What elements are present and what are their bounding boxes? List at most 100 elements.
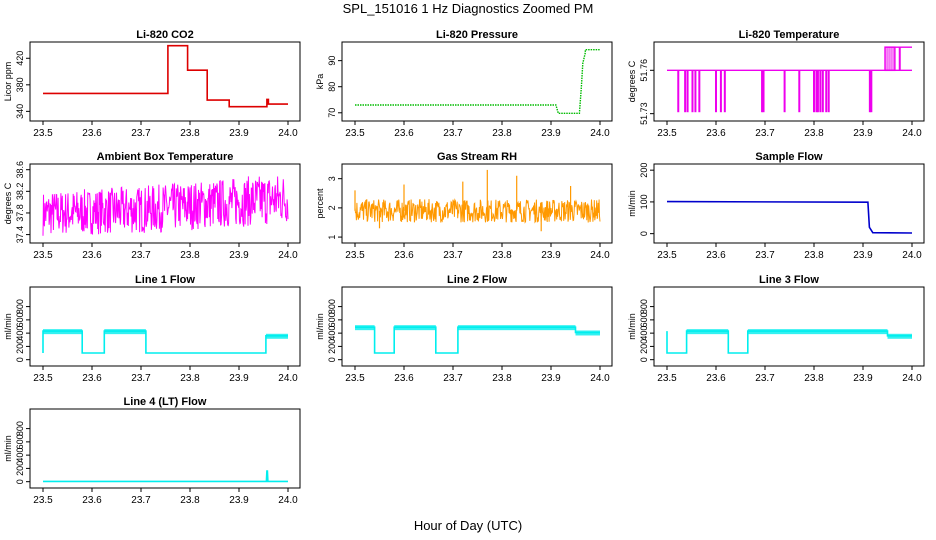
x-tick-label: 23.8 — [492, 250, 512, 261]
x-tick-label: 23.8 — [180, 250, 200, 261]
chart-title: Ambient Box Temperature — [97, 151, 234, 163]
x-tick-label: 23.9 — [853, 128, 873, 139]
plot-frame — [341, 286, 613, 367]
series-line — [354, 198, 601, 224]
x-tick-label: 23.9 — [229, 128, 249, 139]
y-tick-label: 200 — [639, 339, 649, 354]
y-tick-label: 200 — [327, 339, 337, 354]
x-tick-label: 23.7 — [131, 373, 151, 384]
chart-title: Line 2 Flow — [447, 274, 507, 286]
chart-panel: Line 3 Flow 23.5 23.6 23.7 23.8 23.9 24.0 0 2004… — [627, 274, 925, 384]
series-band — [887, 333, 912, 339]
figure-x-axis-label: Hour of Day (UTC) — [413, 518, 523, 533]
x-tick-label: 23.6 — [82, 128, 102, 139]
series-band — [355, 325, 375, 331]
x-tick-label: 23.7 — [755, 128, 775, 139]
plot-frame — [341, 163, 613, 244]
y-tick-label: 90 — [327, 56, 337, 66]
series-line — [42, 330, 288, 354]
y-tick-label: 0 — [15, 479, 25, 484]
y-tick-label: 400 — [327, 326, 337, 341]
x-tick-label: 23.7 — [131, 495, 151, 506]
y-tick-label: 600 — [15, 434, 25, 449]
series-band — [686, 329, 729, 335]
x-tick-label: 23.7 — [755, 250, 775, 261]
chart-panel: Line 4 (LT) Flow 23.5 23.6 23.7 23.8 23.9 24.0… — [3, 396, 301, 506]
chart-panel: Ambient Box Temperature 23.5 23.6 23.7 23.8 2… — [3, 151, 301, 261]
x-tick-label: 23.9 — [541, 373, 561, 384]
y-tick-label: 51.73 — [639, 102, 649, 125]
x-tick-label: 23.5 — [345, 250, 365, 261]
y-tick-label: 80 — [327, 82, 337, 92]
y-axis-label: Licor ppm — [3, 62, 13, 102]
x-tick-label: 23.5 — [33, 495, 53, 506]
series-band — [265, 333, 288, 339]
x-tick-label: 23.5 — [345, 128, 365, 139]
x-tick-label: 23.7 — [443, 250, 463, 261]
plot-area — [666, 200, 913, 234]
x-tick-label: 24.0 — [278, 250, 298, 261]
x-tick-label: 23.8 — [804, 373, 824, 384]
chart-panel: Line 1 Flow 23.5 23.6 23.7 23.8 23.9 24.0 0 2004… — [3, 274, 301, 384]
x-tick-label: 24.0 — [278, 128, 298, 139]
series-band — [747, 329, 888, 335]
x-tick-label: 23.8 — [492, 128, 512, 139]
y-tick-label: 600 — [327, 312, 337, 327]
y-tick-label: 420 — [15, 51, 25, 66]
y-axis-label: ml/min — [315, 313, 325, 340]
x-tick-label: 23.9 — [229, 373, 249, 384]
x-tick-label: 23.6 — [706, 128, 726, 139]
y-axis-label: degrees C — [627, 60, 637, 102]
x-tick-label: 23.5 — [657, 373, 677, 384]
y-tick-label: 800 — [639, 299, 649, 314]
series-band — [104, 329, 146, 335]
series-line — [43, 470, 288, 483]
x-tick-label: 23.6 — [82, 495, 102, 506]
x-tick-label: 23.6 — [82, 250, 102, 261]
chart-title: Line 1 Flow — [135, 274, 195, 286]
x-tick-label: 23.9 — [853, 250, 873, 261]
x-tick-label: 23.8 — [180, 373, 200, 384]
x-tick-label: 23.8 — [804, 250, 824, 261]
x-tick-label: 23.8 — [804, 128, 824, 139]
y-tick-label: 38.6 — [15, 161, 25, 179]
x-tick-label: 23.9 — [853, 373, 873, 384]
x-tick-label: 23.6 — [394, 373, 414, 384]
plot-frame — [29, 163, 301, 244]
x-tick-label: 23.5 — [33, 128, 53, 139]
figure-title: SPL_151016 1 Hz Diagnostics Zoomed PM — [342, 1, 594, 16]
y-axis-label: kPa — [315, 74, 325, 90]
x-tick-label: 24.0 — [902, 373, 922, 384]
x-tick-label: 24.0 — [902, 128, 922, 139]
y-tick-label: 200 — [15, 461, 25, 476]
chart-title: Line 4 (LT) Flow — [124, 396, 207, 408]
x-tick-label: 23.5 — [345, 373, 365, 384]
x-tick-label: 23.9 — [541, 128, 561, 139]
plot-frame — [653, 286, 925, 367]
series-line — [43, 44, 288, 108]
y-tick-label: 200 — [15, 339, 25, 354]
chart-panel: Sample Flow 23.5 23.6 23.7 23.8 23.9 24.0 0 100 2… — [627, 151, 925, 261]
y-tick-label: 1 — [327, 235, 337, 240]
chart-title: Gas Stream RH — [437, 151, 517, 163]
x-tick-label: 23.5 — [657, 128, 677, 139]
y-tick-label: 37.4 — [15, 226, 25, 244]
y-axis-label: ml/min — [3, 435, 13, 462]
y-tick-label: 51.76 — [639, 59, 649, 82]
plot-frame — [29, 41, 301, 122]
x-tick-label: 23.5 — [33, 250, 53, 261]
series-line — [666, 200, 913, 234]
y-tick-label: 380 — [15, 77, 25, 92]
y-tick-label: 340 — [15, 104, 25, 119]
series-band — [575, 330, 600, 336]
x-tick-label: 23.9 — [229, 495, 249, 506]
x-tick-label: 23.7 — [755, 373, 775, 384]
x-tick-label: 24.0 — [902, 250, 922, 261]
y-tick-label: 600 — [15, 312, 25, 327]
chart-panel: Gas Stream RH 23.5 23.6 23.7 23.8 23.9 24.0 1 2 3… — [315, 151, 613, 261]
x-tick-label: 23.8 — [180, 495, 200, 506]
y-tick-label: 37.8 — [15, 204, 25, 222]
y-axis-label: ml/min — [627, 313, 637, 340]
plot-area — [355, 49, 600, 115]
